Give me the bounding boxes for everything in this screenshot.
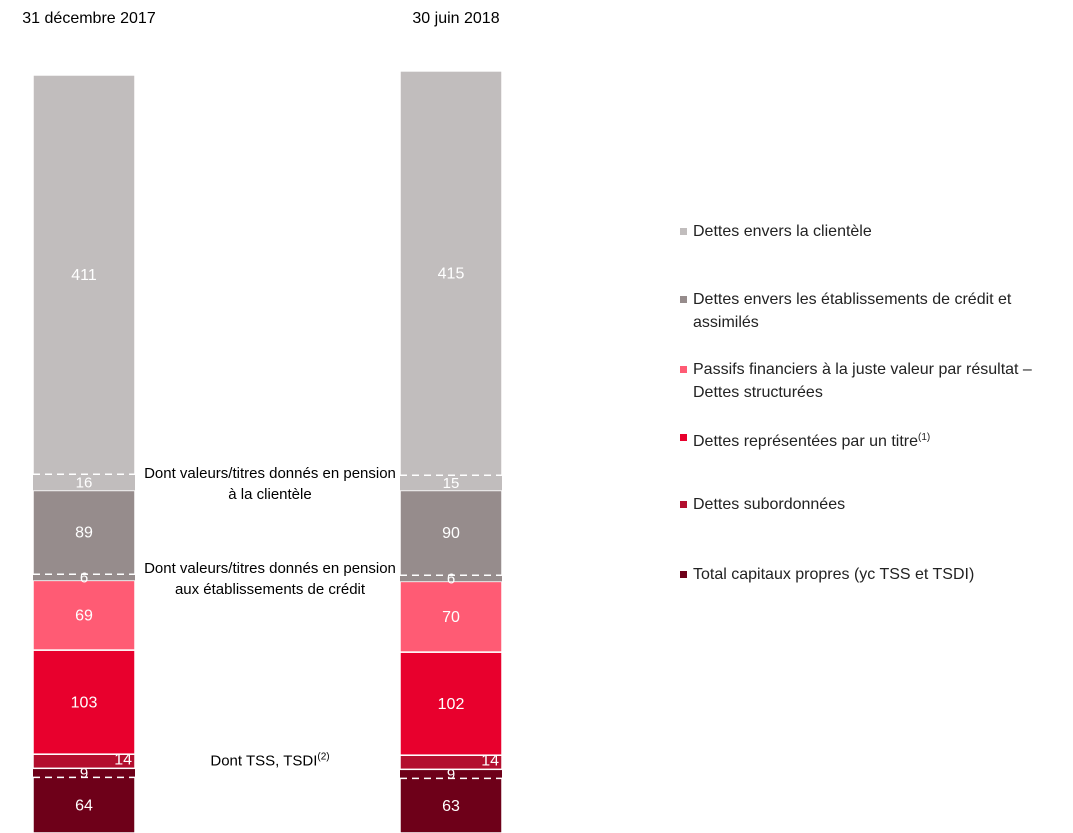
value-label: 70 (442, 609, 460, 626)
sub-value-label: 15 (443, 475, 460, 492)
legend-text: Passifs financiers à la juste valeur par… (693, 358, 1055, 404)
legend-swatch (680, 296, 687, 303)
annotation: Dont valeurs/titres donnés en pension au… (140, 558, 400, 600)
bar-segment (32, 579, 136, 651)
bar-segment (399, 768, 503, 833)
value-label: 90 (442, 525, 460, 542)
legend-swatch (680, 434, 687, 441)
legend-label: Passifs financiers à la juste valeur par… (693, 361, 1032, 401)
legend-text: Total capitaux propres (yc TSS et TSDI) (693, 563, 1073, 586)
legend-item: Dettes subordonnées (680, 493, 1073, 516)
legend-swatch (680, 366, 687, 373)
legend-item: Passifs financiers à la juste valeur par… (680, 358, 1055, 404)
value-label: 63 (442, 798, 460, 815)
legend-label: Total capitaux propres (yc TSS et TSDI) (693, 566, 975, 583)
bar-segment (399, 489, 503, 583)
annotation-note: (2) (317, 751, 330, 763)
value-label: 64 (75, 797, 93, 814)
value-label: 14 (114, 751, 132, 768)
legend-text: Dettes subordonnées (693, 493, 1073, 516)
bar-segment (32, 767, 136, 833)
legend-label: Dettes envers la clientèle (693, 223, 872, 240)
bar-segment (32, 489, 136, 582)
value-label: 103 (71, 694, 98, 711)
annotation-text: Dont valeurs/titres donnés en pension à … (144, 465, 396, 504)
legend-item: Dettes envers les établissements de créd… (680, 288, 1055, 334)
legend-label: Dettes envers les établissements de créd… (693, 291, 1012, 331)
value-label: 69 (75, 607, 93, 624)
sub-segment (33, 474, 135, 491)
sub-segment (33, 768, 135, 778)
sub-segment (400, 475, 502, 491)
legend-text: Dettes envers la clientèle (693, 220, 1073, 243)
legend-swatch (680, 501, 687, 508)
bar-segment (32, 649, 136, 755)
sub-value-label: 6 (447, 570, 455, 587)
annotation-text: Dont valeurs/titres donnés en pension au… (144, 560, 396, 599)
sub-segment (33, 574, 135, 581)
sub-segment (400, 769, 502, 779)
value-label: 411 (71, 267, 97, 284)
legend-item: Total capitaux propres (yc TSS et TSDI) (680, 563, 1073, 586)
legend-label: Dettes représentées par un titre (693, 433, 919, 450)
value-label: 415 (438, 265, 465, 282)
value-label: 102 (438, 696, 465, 713)
annotation: Dont TSS, TSDI(2) (140, 746, 400, 771)
sub-value-label: 16 (76, 474, 93, 491)
legend-swatch (680, 228, 687, 235)
legend-note: (1) (918, 432, 931, 443)
annotation-text: Dont TSS, TSDI (210, 752, 318, 770)
bar-segment (399, 70, 503, 492)
legend-swatch (680, 571, 687, 578)
legend-item: Dettes envers la clientèle (680, 220, 1073, 243)
annotation: Dont valeurs/titres donnés en pension à … (140, 463, 400, 505)
sub-segment (400, 575, 502, 582)
legend-item: Dettes représentées par un titre(1) (680, 426, 1073, 453)
sub-value-label: 6 (80, 569, 88, 586)
category-label: 30 juin 2018 (412, 10, 500, 27)
bar-segment (32, 74, 136, 492)
sub-value-label: 9 (447, 766, 455, 783)
legend-label: Dettes subordonnées (693, 496, 846, 513)
sub-value-label: 9 (80, 765, 88, 782)
value-label: 14 (481, 752, 499, 769)
legend-text: Dettes envers les établissements de créd… (693, 288, 1055, 334)
category-label: 31 décembre 2017 (22, 10, 156, 27)
legend-text: Dettes représentées par un titre(1) (693, 426, 1073, 453)
value-label: 89 (75, 525, 93, 542)
bar-segment (399, 651, 503, 756)
